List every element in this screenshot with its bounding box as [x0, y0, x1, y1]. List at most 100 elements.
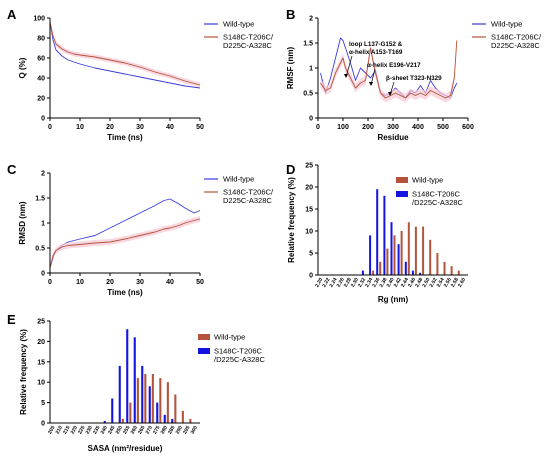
x-tick-label: 250 — [115, 425, 124, 435]
panel-b-chart: 0 100 200 300 400 500 600 0 0.5 1 1.5 2 Residue RMSF … — [286, 16, 542, 143]
y-tick-label: 2 — [309, 16, 313, 23]
y-tick-label: 40 — [37, 76, 45, 83]
x-tick-label: 2.40 — [386, 277, 396, 289]
y-tick-label: 10 — [37, 380, 45, 387]
y-tick-label: 2 — [41, 171, 45, 178]
legend-swatch — [396, 191, 408, 197]
bar-wild-type — [414, 226, 417, 275]
y-tick-label: 0.5 — [35, 246, 45, 253]
y-tick-label: 0 — [41, 271, 45, 278]
bar-wild-type — [393, 235, 396, 275]
bar-wild-type — [379, 261, 382, 275]
bar-wild-type — [189, 418, 192, 423]
series-band — [50, 216, 200, 271]
bar-wild-type — [436, 253, 439, 275]
y-axis-label: Relative frequency (%) — [287, 177, 296, 263]
x-tick-label: 50 — [196, 124, 204, 131]
bar-mutant — [397, 244, 400, 275]
y-tick-label: 60 — [37, 56, 45, 63]
x-tick-label: 2.46 — [407, 277, 417, 289]
x-axis-label: Time (ns) — [107, 288, 143, 297]
x-tick-label: 100 — [337, 124, 349, 131]
annotation-arrow — [345, 55, 353, 78]
x-tick-label: 2.38 — [379, 277, 389, 289]
x-tick-label: 2.28 — [343, 277, 353, 289]
bar-wild-type — [136, 378, 139, 423]
x-tick-label: 0 — [48, 279, 52, 286]
x-tick-label: 2.24 — [329, 277, 339, 289]
bar-wild-type — [450, 266, 453, 275]
bar-mutant — [126, 329, 129, 423]
x-tick-label: 300 — [190, 425, 199, 435]
x-tick-label: 240 — [100, 425, 109, 435]
x-tick-label: 205 — [47, 425, 56, 435]
y-tick-label: 15 — [37, 359, 45, 366]
panel-label-e: E — [7, 312, 16, 327]
bar-wild-type — [372, 270, 375, 275]
legend-label: Wild-type — [223, 20, 254, 29]
x-tick-label: 200 — [362, 124, 374, 131]
bar-mutant — [369, 235, 372, 275]
legend-label: D225C-A328C — [491, 41, 540, 50]
bar-mutant — [156, 402, 159, 423]
x-tick-label: 2.34 — [364, 277, 374, 289]
legend-label: /D225C-A328C — [214, 355, 265, 364]
y-tick-label: 100 — [33, 16, 45, 23]
y-tick-label: 0 — [309, 273, 313, 280]
x-tick-label: 2.44 — [400, 277, 410, 289]
x-tick-label: 215 — [62, 425, 71, 435]
legend-label: /D225C-A328C — [412, 198, 463, 207]
x-tick-label: 260 — [130, 425, 139, 435]
y-tick-label: 0 — [41, 421, 45, 428]
x-tick-label: 0 — [48, 124, 52, 131]
series-line-wild-type — [49, 198, 201, 269]
x-tick-label: 20 — [106, 124, 114, 131]
series-line-mutant — [320, 40, 458, 99]
y-tick-label: 25 — [305, 163, 313, 170]
x-tick-label: 2.48 — [414, 277, 424, 289]
legend-label: Wild-type — [214, 333, 245, 342]
x-tick-label: 225 — [77, 425, 86, 435]
x-tick-label: 2.20 — [314, 277, 324, 289]
bar-wild-type — [151, 374, 154, 423]
annotation-arrowhead — [344, 74, 348, 78]
y-tick-label: 5 — [41, 400, 45, 407]
panel-e-chart: 2052102152202252302352402452502552602652… — [19, 319, 265, 454]
bar-mutant — [390, 222, 393, 275]
annotation-loop-helix: α-helix A153-T169 — [349, 49, 403, 56]
x-tick-label: 255 — [122, 425, 131, 435]
bar-wild-type — [386, 248, 389, 275]
x-tick-label: 2.36 — [371, 277, 381, 289]
x-tick-label: 245 — [107, 425, 116, 435]
bar-wild-type — [422, 226, 425, 275]
x-tick-label: 2.26 — [336, 277, 346, 289]
x-tick-label: 290 — [175, 425, 184, 435]
bar-mutant — [171, 418, 174, 423]
bar-mutant — [419, 272, 422, 275]
x-tick-label: 230 — [85, 425, 94, 435]
bar-wild-type — [407, 222, 410, 275]
bar-wild-type — [429, 239, 432, 275]
x-tick-label: 20 — [106, 279, 114, 286]
x-tick-label: 40 — [166, 279, 174, 286]
legend-label: S148C-T206C/ — [491, 33, 542, 42]
x-tick-label: 220 — [70, 425, 79, 435]
annotation-arrowhead — [369, 82, 373, 86]
x-tick-label: 275 — [152, 425, 161, 435]
bar-wild-type — [144, 374, 147, 423]
x-axis-label: Residue — [377, 133, 409, 142]
x-tick-label: 295 — [182, 425, 191, 435]
legend-label: S148C-T206C/ — [223, 33, 274, 42]
x-tick-label: 2.52 — [429, 277, 439, 289]
x-tick-label: 30 — [136, 124, 144, 131]
y-tick-label: 1 — [41, 221, 45, 228]
y-tick-label: 0.5 — [303, 91, 313, 98]
y-tick-label: 1.5 — [35, 196, 45, 203]
bar-mutant — [361, 270, 364, 275]
bar-wild-type — [443, 261, 446, 275]
x-tick-label: 10 — [76, 124, 84, 131]
x-tick-label: 40 — [166, 124, 174, 131]
annotation-alpha-helix: α-helix E196-V217 — [367, 62, 421, 69]
annotation-arrowhead — [388, 92, 392, 96]
x-tick-label: 2.60 — [457, 277, 467, 289]
